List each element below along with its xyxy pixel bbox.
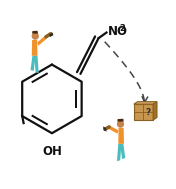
Polygon shape [134,104,153,120]
Polygon shape [32,43,35,51]
Polygon shape [37,35,47,46]
Polygon shape [30,56,36,71]
Polygon shape [134,102,157,104]
Text: NO: NO [108,25,128,38]
Polygon shape [118,128,124,144]
Polygon shape [153,102,157,120]
Text: OH: OH [43,145,63,158]
Text: ?: ? [145,108,150,117]
Polygon shape [120,130,123,139]
Polygon shape [117,144,121,161]
Circle shape [32,33,39,40]
Polygon shape [117,119,124,122]
Polygon shape [32,40,37,56]
Circle shape [117,121,124,128]
Polygon shape [120,144,125,159]
Circle shape [107,125,111,129]
Text: 2: 2 [119,24,125,33]
Polygon shape [103,126,106,132]
Polygon shape [108,125,119,134]
Circle shape [44,35,48,39]
Polygon shape [32,31,38,34]
Polygon shape [34,56,39,73]
Polygon shape [49,33,53,37]
